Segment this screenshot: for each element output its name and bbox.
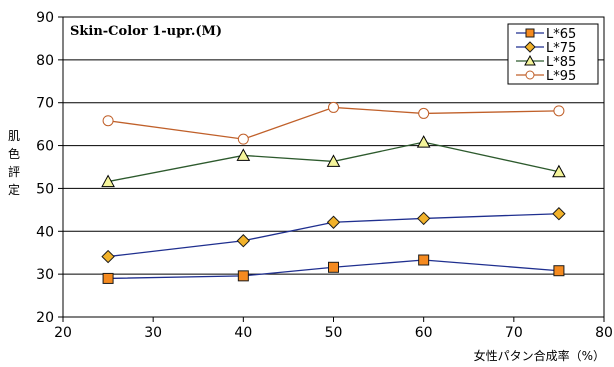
data-point [553,265,565,277]
y-tick-label: 20 [36,310,54,326]
data-point [101,249,115,264]
x-tick-label: 50 [325,325,343,341]
y-tick-label: 90 [36,10,54,26]
x-tick-label: 60 [415,325,433,341]
data-point [237,270,249,282]
x-axis-ticks: 20 30 40 50 60 70 80 [54,317,613,341]
data-point [236,148,251,161]
y-axis-label: 肌色評定 [8,129,20,197]
legend-marker [524,54,536,66]
data-point [552,207,566,221]
data-point [236,234,251,248]
y-tick-label: 50 [36,181,54,197]
data-point [328,261,339,273]
data-point [102,115,114,127]
legend-box [507,23,599,85]
legend-item: L*65 [516,27,576,42]
y-tick-label: 80 [36,53,54,69]
legend-marker [524,41,536,53]
data-point [553,105,565,117]
legend-label: L*85 [546,55,576,70]
series-l65 [102,254,565,284]
legend-marker [525,28,535,38]
data-point [418,107,430,119]
x-tick-label: 70 [505,325,523,341]
legend-item: L*95 [516,69,576,84]
data-point [328,101,339,113]
data-point [326,154,341,167]
legend: L*65L*75L*85L*95 [507,23,599,85]
data-point [552,164,566,178]
data-point [326,215,341,229]
series-l95 [102,101,565,145]
x-tick-label: 30 [144,325,162,341]
y-tick-label: 40 [36,224,54,240]
data-point [102,272,114,284]
legend-label: L*75 [546,41,576,56]
x-tick-label: 20 [54,325,72,341]
legend-label: L*65 [546,27,576,42]
chart-title: Skin-Color 1-upr.(M) [70,24,222,39]
legend-marker [525,70,535,80]
legend-label: L*95 [546,69,576,84]
legend-item: L*75 [516,41,576,56]
x-tick-label: 40 [234,325,252,341]
series-group [101,101,566,284]
data-point [416,135,431,148]
series-l75 [101,207,566,264]
y-tick-label: 30 [36,267,54,283]
y-tick-label: 60 [36,139,54,155]
data-point [101,174,115,188]
x-axis-label: 女性パタン合成率（%） [474,348,605,363]
x-tick-label: 80 [595,325,613,341]
series-l85 [101,135,566,188]
data-point [416,211,431,226]
data-point [237,133,249,145]
y-tick-label: 70 [36,96,54,112]
data-point [418,254,430,266]
y-axis-ticks: 20 30 40 50 60 70 80 90 [36,10,63,326]
legend-item: L*85 [516,54,576,70]
